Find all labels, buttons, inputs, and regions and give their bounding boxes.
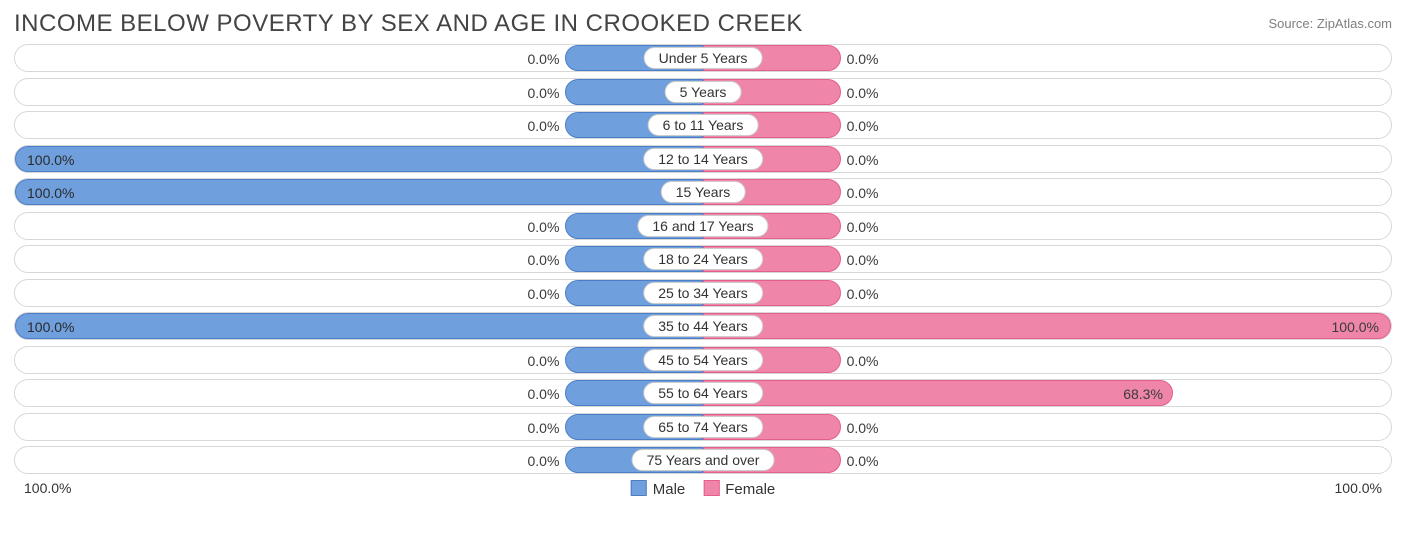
chart-body: 0.0%0.0%Under 5 Years0.0%0.0%5 Years0.0%… — [0, 44, 1406, 474]
chart-row: 0.0% 0.0% 45 to 54 Years — [14, 346, 1392, 374]
chart-row: 100.0% 0.0% 15 Years — [14, 178, 1392, 206]
value-label-male: 0.0% — [527, 447, 559, 475]
legend-item-male: Male — [631, 480, 686, 498]
category-label: 55 to 64 Years — [643, 382, 763, 404]
value-label-male: 0.0% — [527, 246, 559, 274]
legend-item-female: Female — [703, 480, 775, 498]
bar-female — [703, 380, 1173, 406]
chart-row: 0.0% 0.0% Under 5 Years — [14, 44, 1392, 72]
chart-row: 100.0% 0.0% 12 to 14 Years — [14, 145, 1392, 173]
chart-row: 0.0% 0.0% 18 to 24 Years — [14, 245, 1392, 273]
value-label-female: 0.0% — [847, 414, 879, 442]
value-label-female: 0.0% — [847, 179, 879, 207]
axis-right-label: 100.0% — [1335, 480, 1382, 496]
value-label-female: 68.3% — [1123, 380, 1163, 408]
value-label-female: 0.0% — [847, 447, 879, 475]
value-label-male: 0.0% — [527, 213, 559, 241]
chart-row: 0.0% 0.0% 16 and 17 Years — [14, 212, 1392, 240]
value-label-female: 0.0% — [847, 347, 879, 375]
value-label-male: 100.0% — [27, 313, 74, 341]
value-label-female: 0.0% — [847, 79, 879, 107]
chart-row: 0.0% 0.0% 5 Years — [14, 78, 1392, 106]
axis-left-label: 100.0% — [24, 480, 71, 496]
legend-swatch-male — [631, 480, 647, 496]
category-label: 75 Years and over — [632, 449, 775, 471]
value-label-female: 0.0% — [847, 280, 879, 308]
value-label-male: 100.0% — [27, 179, 74, 207]
category-label: 25 to 34 Years — [643, 282, 763, 304]
chart-row: 0.0% 0.0% 25 to 34 Years — [14, 279, 1392, 307]
chart-row: 100.0% 100.0% 35 to 44 Years — [14, 312, 1392, 340]
value-label-male: 0.0% — [527, 414, 559, 442]
bar-female — [703, 313, 1391, 339]
category-label: 45 to 54 Years — [643, 349, 763, 371]
chart-source: Source: ZipAtlas.com — [1268, 16, 1392, 31]
bar-male — [15, 146, 703, 172]
chart-row: 0.0% 0.0% 6 to 11 Years — [14, 111, 1392, 139]
chart-row: 0.0% 0.0% 65 to 74 Years — [14, 413, 1392, 441]
chart-row: 0.0% 68.3% 55 to 64 Years — [14, 379, 1392, 407]
chart-title: INCOME BELOW POVERTY BY SEX AND AGE IN C… — [14, 10, 803, 38]
chart-legend: Male Female — [631, 480, 776, 498]
chart-row: 0.0% 0.0% 75 Years and over — [14, 446, 1392, 474]
value-label-male: 0.0% — [527, 280, 559, 308]
category-label: 65 to 74 Years — [643, 416, 763, 438]
value-label-female: 0.0% — [847, 246, 879, 274]
category-label: 6 to 11 Years — [648, 114, 759, 136]
bar-male — [15, 179, 703, 205]
value-label-female: 0.0% — [847, 45, 879, 73]
value-label-male: 0.0% — [527, 347, 559, 375]
category-label: 15 Years — [661, 181, 746, 203]
legend-swatch-female — [703, 480, 719, 496]
value-label-male: 100.0% — [27, 146, 74, 174]
value-label-female: 0.0% — [847, 213, 879, 241]
category-label: 35 to 44 Years — [643, 315, 763, 337]
value-label-male: 0.0% — [527, 112, 559, 140]
legend-label-female: Female — [725, 481, 775, 498]
value-label-female: 0.0% — [847, 146, 879, 174]
bar-male — [15, 313, 703, 339]
category-label: 18 to 24 Years — [643, 248, 763, 270]
value-label-male: 0.0% — [527, 45, 559, 73]
value-label-female: 0.0% — [847, 112, 879, 140]
value-label-female: 100.0% — [1332, 313, 1379, 341]
category-label: 12 to 14 Years — [643, 148, 763, 170]
legend-label-male: Male — [653, 481, 686, 498]
category-label: 5 Years — [665, 81, 742, 103]
category-label: 16 and 17 Years — [637, 215, 768, 237]
chart-header: INCOME BELOW POVERTY BY SEX AND AGE IN C… — [0, 0, 1406, 44]
axis-row: 100.0% 100.0% Male Female — [0, 480, 1406, 502]
value-label-male: 0.0% — [527, 79, 559, 107]
category-label: Under 5 Years — [644, 47, 763, 69]
value-label-male: 0.0% — [527, 380, 559, 408]
